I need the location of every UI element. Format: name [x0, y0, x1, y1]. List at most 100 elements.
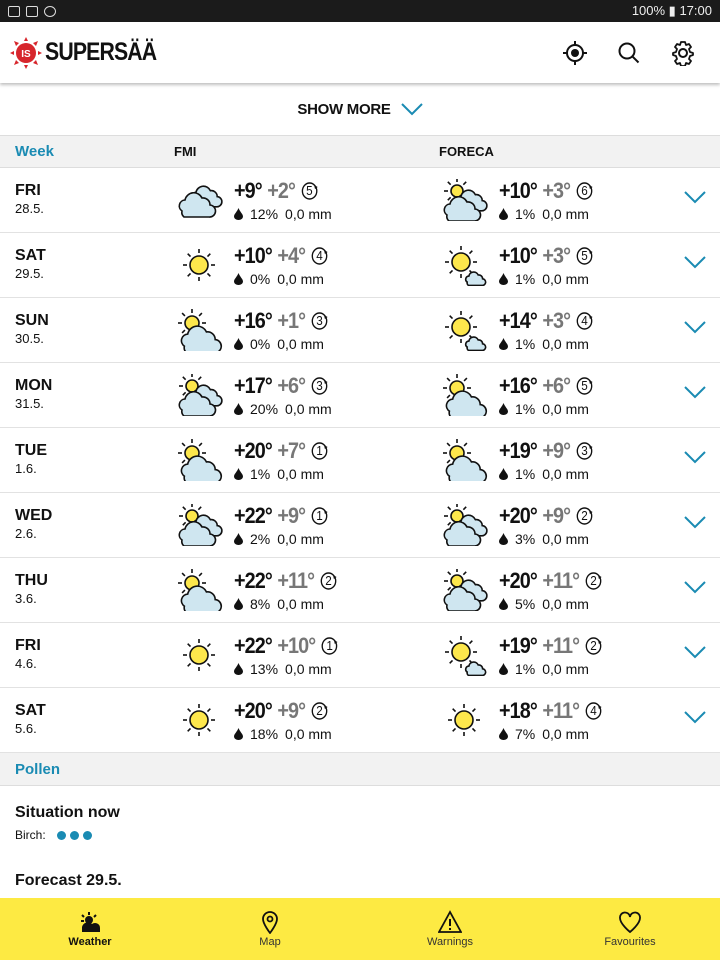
low-temp: +3° — [542, 243, 571, 268]
bottom-nav: Weather Map Warnings Favourites — [0, 898, 720, 960]
nav-weather[interactable]: Weather — [0, 898, 180, 960]
fmi-forecast: +10° +4° 4 0% 0,0 mm — [174, 243, 439, 287]
wind-speed: 5 — [300, 181, 318, 201]
fmi-forecast: +22° +10° 1 13% 0,0 mm — [174, 633, 439, 677]
day-row[interactable]: SUN 30.5. +16° +1° 3 0% 0,0 mm +14° +3° 4 1%… — [0, 298, 720, 363]
rain-probability: 2% — [250, 531, 271, 547]
low-temp: +11° — [542, 633, 580, 658]
rain-probability: 18% — [250, 726, 279, 742]
day-row[interactable]: WED 2.6. +22° +9° 1 2% 0,0 mm +20° +9° 2 3% 0… — [0, 493, 720, 558]
gear-icon[interactable] — [670, 40, 696, 66]
low-temp: +9° — [542, 503, 571, 528]
rain-amount: 0,0 mm — [277, 596, 324, 612]
wind-direction-icon — [576, 377, 593, 395]
low-temp: +3° — [542, 178, 571, 203]
rain-probability: 1% — [515, 336, 536, 352]
expand-chevron-icon[interactable] — [684, 645, 706, 659]
sun-two-clouds-icon — [443, 179, 488, 221]
rain-amount: 0,0 mm — [542, 531, 589, 547]
day-row[interactable]: MON 31.5. +17° +6° 3 20% 0,0 mm +16° +6° 5 1… — [0, 363, 720, 428]
weekday: WED — [15, 507, 53, 524]
day-row[interactable]: FRI 28.5. +9° +2° 5 12% 0,0 mm +10° +3° 6 1%… — [0, 168, 720, 233]
rain-amount: 0,0 mm — [285, 661, 332, 677]
nav-label: Weather — [68, 936, 112, 948]
wind-speed: 4 — [311, 246, 329, 266]
day-row[interactable]: SAT 29.5. +10° +4° 4 0% 0,0 mm +10° +3° 5 1%… — [0, 233, 720, 298]
heart-icon — [619, 911, 641, 934]
expand-chevron-icon[interactable] — [684, 190, 706, 204]
wind-speed: 6 — [576, 181, 594, 201]
expand-chevron-icon[interactable] — [684, 385, 706, 399]
search-icon[interactable] — [616, 40, 642, 66]
expand-chevron-icon[interactable] — [684, 710, 706, 724]
wind-direction-icon — [576, 442, 593, 460]
rain-amount: 0,0 mm — [542, 466, 589, 482]
weather-icon — [81, 912, 100, 932]
foreca-forecast: +20° +11° 2 5% 0,0 mm — [439, 568, 704, 612]
show-more-button[interactable]: SHOW MORE — [0, 83, 720, 135]
pollen-header: Pollen — [0, 753, 720, 786]
high-temp: +19° — [499, 438, 538, 463]
date: 5.6. — [15, 721, 37, 736]
day-row[interactable]: FRI 4.6. +22° +10° 1 13% 0,0 mm +19° +11° 2 … — [0, 623, 720, 688]
high-temp: +10° — [499, 178, 538, 203]
rain-probability: 13% — [250, 661, 279, 677]
rain-probability: 1% — [515, 401, 536, 417]
wind-direction-icon — [585, 637, 602, 655]
rain-amount: 0,0 mm — [285, 206, 332, 222]
rain-amount: 0,0 mm — [285, 401, 332, 417]
low-temp: +10° — [277, 633, 316, 658]
wind-direction-icon — [585, 702, 602, 720]
raindrop-icon — [234, 273, 243, 285]
rain-probability: 1% — [250, 466, 271, 482]
raindrop-icon — [499, 403, 508, 415]
locate-icon[interactable] — [562, 40, 588, 66]
day-row[interactable]: THU 3.6. +22° +11° 2 8% 0,0 mm +20° +11° 2 5… — [0, 558, 720, 623]
clock: 17:00 — [679, 3, 712, 18]
rain-amount: 0,0 mm — [542, 661, 589, 677]
sunny-icon — [448, 704, 480, 736]
sync-icon — [44, 5, 56, 17]
warning-icon — [438, 910, 462, 933]
foreca-forecast: +18° +11° 4 7% 0,0 mm — [439, 698, 704, 742]
wind-speed: 1 — [321, 636, 339, 656]
partly-cloudy-icon — [178, 309, 223, 351]
wind-direction-icon — [576, 182, 593, 200]
rain-amount: 0,0 mm — [277, 271, 324, 287]
sunny-icon — [183, 249, 215, 281]
wind-speed: 2 — [320, 571, 338, 591]
raindrop-icon — [499, 468, 508, 480]
logo[interactable]: IS SUPERSÄÄ — [10, 36, 176, 69]
rain-amount: 0,0 mm — [277, 336, 324, 352]
expand-chevron-icon[interactable] — [684, 320, 706, 334]
app-bar: IS SUPERSÄÄ — [0, 22, 720, 83]
sunny-icon — [183, 704, 215, 736]
date: 4.6. — [15, 656, 37, 671]
wind-direction-icon — [576, 312, 593, 330]
situation-title: Situation now — [15, 804, 120, 821]
wind-direction-icon — [576, 507, 593, 525]
wind-speed: 3 — [311, 376, 329, 396]
wind-speed: 4 — [585, 701, 603, 721]
nav-map[interactable]: Map — [180, 898, 360, 960]
week-title: Week — [15, 143, 54, 160]
rain-probability: 0% — [250, 271, 271, 287]
wind-speed: 3 — [311, 311, 329, 331]
wind-direction-icon — [311, 702, 328, 720]
chevron-down-icon — [400, 103, 423, 116]
wind-speed: 2 — [585, 636, 603, 656]
low-temp: +6° — [277, 373, 306, 398]
wind-direction-icon — [311, 377, 328, 395]
rain-probability: 7% — [515, 726, 536, 742]
partly-cloudy-icon — [178, 569, 223, 611]
expand-chevron-icon[interactable] — [684, 450, 706, 464]
date: 30.5. — [15, 331, 44, 346]
expand-chevron-icon[interactable] — [684, 515, 706, 529]
day-row[interactable]: TUE 1.6. +20° +7° 1 1% 0,0 mm +19° +9° 3 1% 0… — [0, 428, 720, 493]
nav-warnings[interactable]: Warnings — [360, 898, 540, 960]
expand-chevron-icon[interactable] — [684, 255, 706, 269]
rain-amount: 0,0 mm — [542, 726, 589, 742]
expand-chevron-icon[interactable] — [684, 580, 706, 594]
nav-favourites[interactable]: Favourites — [540, 898, 720, 960]
day-row[interactable]: SAT 5.6. +20° +9° 2 18% 0,0 mm +18° +11° 4 7… — [0, 688, 720, 753]
